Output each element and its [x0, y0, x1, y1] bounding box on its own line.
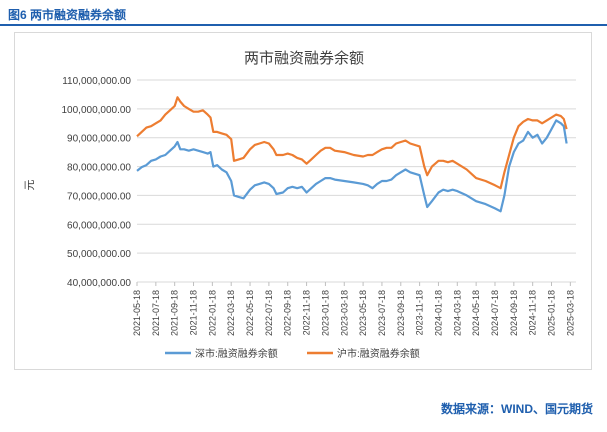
- chart-frame: 两市融资融券余额 元 40,000,000.00 50,000,000.00 60,…: [14, 32, 592, 370]
- x-tick-label: 2022-07-18: [264, 290, 274, 336]
- x-tick-label: 2024-07-18: [490, 290, 500, 336]
- x-tick-label: 2023-05-18: [358, 290, 368, 336]
- x-tick-label: 2024-03-18: [452, 290, 462, 336]
- line-chart: 两市融资融券余额 元 40,000,000.00 50,000,000.00 60,…: [24, 49, 576, 360]
- y-tick-label: 70,000,000.00: [67, 191, 131, 202]
- x-tick-label: 2023-03-18: [339, 290, 349, 336]
- y-axis-ticks: 40,000,000.00 50,000,000.00 60,000,000.00 7…: [61, 76, 131, 289]
- chart-title: 两市融资融券余额: [244, 49, 364, 67]
- x-tick-label: 2024-01-18: [433, 290, 443, 336]
- x-tick-label: 2025-01-18: [547, 290, 557, 336]
- legend-label: 沪市:融资融券余额: [337, 347, 420, 360]
- x-tick-label: 2021-09-18: [170, 290, 180, 336]
- caption-rule: [0, 24, 607, 26]
- x-tick-label: 2024-05-18: [471, 290, 481, 336]
- x-tick-label: 2021-05-18: [132, 290, 142, 336]
- x-tick-label: 2022-01-18: [207, 290, 217, 336]
- x-tick-label: 2022-05-18: [245, 290, 255, 336]
- x-tick-label: 2023-07-18: [377, 290, 387, 336]
- x-tick-label: 2024-09-18: [509, 290, 519, 336]
- x-tick-label: 2021-11-18: [189, 290, 199, 335]
- y-tick-label: 110,000,000.00: [62, 76, 131, 87]
- legend-label: 深市:融资融券余额: [195, 347, 278, 360]
- y-tick-label: 40,000,000.00: [67, 278, 131, 289]
- gridlines: [137, 79, 576, 283]
- x-tick-label: 2022-09-18: [283, 290, 293, 336]
- y-tick-label: 60,000,000.00: [67, 220, 131, 231]
- x-tick-label: 2022-03-18: [226, 290, 236, 336]
- x-tick-label: 2025-03-18: [565, 290, 575, 336]
- x-tick-label: 2022-11-18: [302, 290, 312, 335]
- y-tick-label: 100,000,000.00: [61, 105, 131, 116]
- x-axis-ticks: 2021-05-18 2021-07-18 2021-09-18 2021-11-18…: [132, 282, 575, 336]
- x-tick-label: 2023-09-18: [396, 290, 406, 336]
- x-tick-label: 2024-11-18: [528, 290, 538, 335]
- series-line: [136, 96, 568, 190]
- data-source: 数据来源：WIND、国元期货: [441, 402, 593, 416]
- legend: 深市:融资融券余额 沪市:融资融券余额: [165, 347, 420, 360]
- figure-caption: 图6 两市融资融券余额: [8, 8, 127, 22]
- x-tick-label: 2023-01-18: [320, 290, 330, 336]
- y-tick-label: 50,000,000.00: [67, 249, 131, 260]
- y-axis-label: 元: [24, 180, 36, 191]
- series-line: [136, 119, 568, 213]
- x-tick-label: 2023-11-18: [415, 290, 425, 335]
- y-tick-label: 80,000,000.00: [67, 163, 131, 174]
- series-lines: [136, 96, 568, 213]
- x-tick-label: 2021-07-18: [151, 290, 161, 336]
- y-tick-label: 90,000,000.00: [67, 134, 131, 145]
